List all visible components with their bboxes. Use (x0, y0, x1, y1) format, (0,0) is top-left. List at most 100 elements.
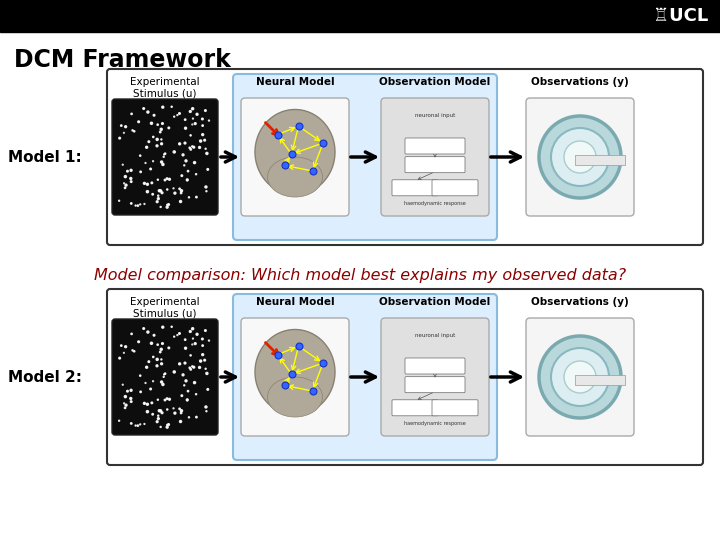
Ellipse shape (268, 157, 323, 197)
Point (180, 124, 192, 132)
Point (201, 149, 212, 158)
Point (179, 161, 190, 170)
Point (203, 116, 215, 125)
Point (151, 141, 163, 150)
Point (125, 397, 137, 406)
Point (200, 403, 212, 411)
Point (155, 127, 166, 136)
Text: DCM Framework: DCM Framework (14, 48, 231, 72)
Point (157, 103, 168, 111)
Point (128, 347, 140, 356)
Point (156, 125, 167, 133)
Point (200, 364, 212, 373)
Ellipse shape (539, 116, 621, 198)
Point (183, 193, 194, 201)
Point (189, 158, 200, 167)
FancyBboxPatch shape (405, 157, 465, 173)
Point (114, 354, 125, 362)
Point (157, 339, 168, 348)
Point (143, 357, 155, 366)
Point (135, 167, 146, 176)
Point (168, 404, 179, 413)
Point (181, 395, 193, 404)
Point (180, 157, 192, 165)
Bar (0, 0, 720, 32)
Point (187, 325, 199, 333)
Point (156, 135, 167, 144)
Point (174, 109, 185, 118)
Point (190, 170, 202, 179)
Point (118, 348, 130, 357)
Point (191, 193, 202, 201)
Point (155, 202, 166, 211)
Point (180, 376, 192, 385)
Point (151, 417, 163, 426)
Point (185, 131, 197, 140)
Point (180, 344, 192, 353)
Point (147, 190, 158, 199)
Point (153, 194, 164, 203)
Point (153, 407, 165, 415)
Point (159, 150, 171, 158)
Point (163, 395, 175, 403)
Point (187, 114, 199, 123)
Point (152, 120, 163, 129)
Point (135, 372, 146, 380)
Point (163, 343, 174, 352)
Point (113, 416, 125, 425)
Point (125, 386, 137, 395)
FancyBboxPatch shape (107, 289, 703, 465)
Point (118, 179, 130, 187)
Point (120, 401, 132, 409)
Point (181, 396, 193, 404)
Point (120, 403, 131, 412)
Ellipse shape (551, 348, 609, 406)
Point (139, 200, 150, 208)
Point (115, 341, 127, 350)
Point (156, 188, 168, 197)
Point (151, 135, 163, 144)
Point (197, 122, 208, 130)
Point (135, 420, 146, 429)
Point (128, 127, 140, 136)
Point (135, 151, 146, 160)
Point (197, 114, 208, 123)
Point (142, 328, 153, 336)
Point (141, 363, 153, 372)
Point (197, 350, 209, 359)
FancyBboxPatch shape (241, 318, 349, 436)
Point (201, 187, 212, 195)
Point (176, 188, 187, 197)
FancyBboxPatch shape (405, 358, 465, 374)
Point (179, 359, 191, 367)
Point (175, 197, 186, 206)
Point (151, 198, 163, 206)
Point (177, 151, 189, 159)
Point (181, 176, 193, 184)
Point (163, 124, 174, 132)
Point (155, 407, 166, 415)
Text: Neural Model: Neural Model (256, 77, 334, 87)
Point (184, 363, 195, 372)
Point (175, 417, 186, 426)
Point (188, 363, 199, 372)
Point (148, 111, 160, 119)
Point (120, 181, 132, 190)
FancyBboxPatch shape (233, 294, 497, 460)
Point (135, 200, 146, 208)
Point (139, 179, 150, 188)
Point (132, 421, 143, 430)
Point (142, 180, 153, 188)
Point (115, 122, 127, 130)
Point (125, 166, 137, 174)
Point (153, 191, 164, 200)
Point (200, 183, 212, 191)
FancyBboxPatch shape (526, 318, 634, 436)
Point (179, 335, 191, 344)
FancyBboxPatch shape (392, 180, 438, 196)
Point (185, 365, 197, 374)
Point (117, 380, 128, 389)
FancyBboxPatch shape (526, 98, 634, 216)
Point (166, 322, 177, 331)
Point (122, 387, 133, 395)
